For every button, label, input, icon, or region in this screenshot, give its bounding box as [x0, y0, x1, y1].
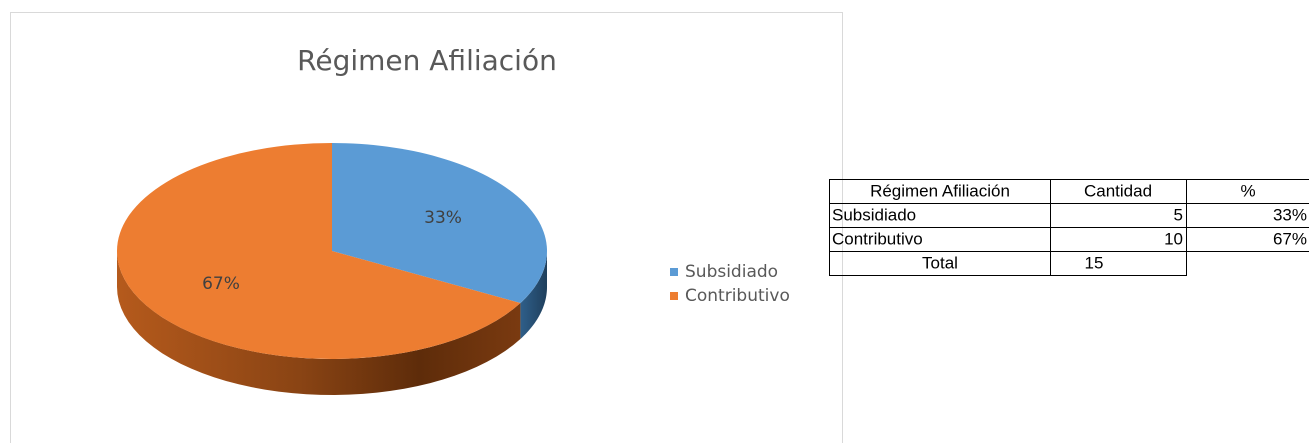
slice-side	[520, 251, 547, 340]
legend-label: Subsidiado	[685, 262, 778, 282]
legend-swatch	[670, 268, 678, 276]
legend-swatch	[670, 292, 678, 300]
table-header: Cantidad	[1084, 181, 1152, 200]
table-cell: Total	[922, 253, 958, 272]
table: Régimen Afiliación Cantidad % Subsidiado…	[829, 179, 1309, 276]
chart-title: Régimen Afiliación	[297, 44, 557, 77]
chart: Régimen Afiliación 33% 67% Subsidiado Contr…	[10, 12, 843, 443]
table-cell: 67%	[1273, 229, 1307, 248]
data-label: 67%	[202, 274, 240, 294]
slice-side	[117, 251, 521, 395]
table-cell: 5	[1174, 205, 1183, 224]
table-cell: 15	[1085, 253, 1104, 272]
data-label: 33%	[424, 208, 462, 228]
table-cell: Contributivo	[832, 229, 923, 248]
slice	[332, 143, 547, 304]
table-header: Régimen Afiliación	[870, 181, 1010, 200]
table-cell: 33%	[1273, 205, 1307, 224]
slice	[116, 143, 521, 360]
table-cell: Subsidiado	[832, 205, 916, 224]
table-cell: 10	[1164, 229, 1183, 248]
legend-label: Contributivo	[685, 286, 790, 306]
table-header: %	[1240, 181, 1255, 200]
